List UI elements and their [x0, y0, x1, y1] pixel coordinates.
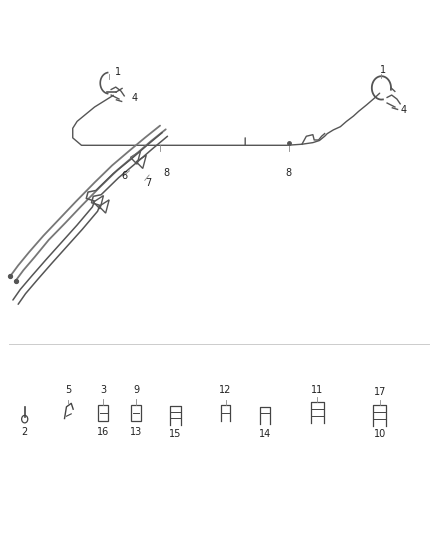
Text: 2: 2 — [21, 427, 28, 437]
Text: 6: 6 — [121, 171, 127, 181]
Text: 1: 1 — [380, 65, 386, 75]
Text: 12: 12 — [219, 385, 232, 394]
Bar — [131, 405, 141, 421]
Text: 16: 16 — [97, 427, 110, 437]
Text: 14: 14 — [259, 430, 271, 439]
Text: 10: 10 — [374, 430, 386, 439]
Text: 3: 3 — [100, 385, 106, 394]
Bar — [99, 405, 108, 421]
Text: 11: 11 — [311, 385, 323, 394]
Text: 8: 8 — [163, 168, 170, 178]
Text: 5: 5 — [65, 385, 71, 394]
Text: 13: 13 — [130, 427, 142, 437]
Text: 17: 17 — [374, 387, 386, 397]
Text: 4: 4 — [132, 93, 138, 103]
Text: 1: 1 — [115, 67, 121, 77]
Text: 4: 4 — [400, 104, 406, 115]
Text: 15: 15 — [169, 430, 181, 439]
Text: 9: 9 — [133, 385, 139, 394]
Text: 7: 7 — [145, 178, 151, 188]
Text: 8: 8 — [286, 168, 292, 178]
